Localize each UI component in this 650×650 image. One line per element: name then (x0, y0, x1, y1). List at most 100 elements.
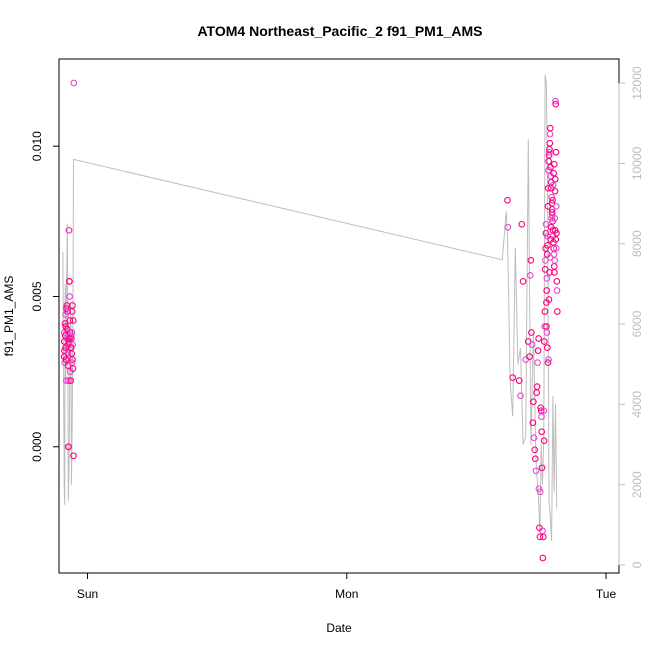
data-point (534, 347, 542, 354)
data-point (542, 257, 549, 264)
data-point (66, 317, 74, 324)
data-point (67, 344, 75, 351)
data-point (545, 296, 553, 303)
chart-title: ATOM4 Northeast_Pacific_2 f91_PM1_AMS (197, 23, 482, 39)
y-axis-label: f91_PM1_AMS (2, 276, 16, 357)
data-point (70, 452, 77, 460)
y-right-tick-label: 2000 (630, 471, 644, 498)
data-point (546, 269, 553, 276)
y-right-tick-label: 4000 (630, 391, 644, 418)
data-point (546, 124, 554, 132)
data-point (66, 293, 73, 300)
data-point (68, 359, 76, 366)
y-right-tick-label: 0 (630, 561, 644, 568)
data-point (533, 383, 541, 390)
data-point (517, 392, 524, 400)
y-axis-right: 0 2000 4000 6000 8000 10000 12000 (618, 66, 644, 568)
data-point (552, 236, 560, 243)
y-left-tick-label: 0.000 (30, 431, 44, 461)
data-point (549, 196, 556, 204)
data-point (531, 455, 539, 463)
data-point (528, 329, 535, 336)
data-point (552, 100, 560, 108)
data-point (539, 554, 547, 562)
data-point (529, 419, 537, 427)
data-point (534, 359, 541, 366)
x-axis: Sun Mon Tue (77, 572, 617, 601)
data-point (550, 169, 558, 177)
data-point (504, 196, 511, 204)
data-point (65, 377, 72, 384)
data-point (535, 485, 543, 493)
y-right-tick-label: 10000 (630, 146, 644, 180)
series-line-layer (62, 75, 558, 541)
data-point (536, 533, 544, 541)
data-point (544, 344, 551, 351)
y-right-tick-label: 8000 (630, 230, 644, 257)
data-point (530, 434, 538, 442)
data-point (65, 226, 73, 234)
data-point (526, 272, 534, 279)
y-right-tick-label: 12000 (630, 66, 644, 100)
data-point (538, 464, 546, 472)
data-point (551, 214, 559, 222)
data-point (61, 320, 69, 327)
data-point (539, 533, 547, 541)
data-point (545, 356, 552, 363)
data-point (518, 220, 526, 228)
data-point (551, 257, 559, 264)
data-point (62, 323, 70, 330)
data-point (553, 278, 561, 285)
data-point (551, 269, 558, 276)
data-point (549, 181, 557, 189)
data-point (63, 305, 70, 312)
data-point (550, 263, 558, 270)
data-point (545, 148, 553, 156)
data-point (540, 407, 548, 415)
data-point (553, 308, 561, 315)
data-point (528, 341, 536, 348)
plot-frame (58, 58, 620, 574)
x-tick-label: Tue (596, 587, 617, 601)
data-point (62, 377, 70, 384)
data-point (552, 148, 560, 156)
data-point (540, 437, 548, 445)
y-left-tick-label: 0.010 (30, 131, 44, 161)
y-axis-left: 0.000 0.005 0.010 (30, 131, 60, 462)
data-point (546, 139, 554, 147)
data-point (551, 226, 559, 234)
data-point (69, 356, 76, 363)
data-point (504, 223, 512, 231)
data-point (544, 184, 552, 192)
data-point (67, 377, 75, 384)
data-point (65, 443, 72, 451)
data-point (550, 251, 558, 258)
data-point (553, 229, 560, 237)
data-point (551, 187, 559, 195)
data-point (552, 245, 560, 252)
y-left-tick-label: 0.005 (30, 281, 44, 311)
data-point (531, 446, 539, 454)
data-point (543, 275, 551, 282)
data-point (543, 329, 551, 336)
data-point (542, 220, 550, 228)
series-line (62, 75, 558, 541)
data-point (536, 488, 544, 496)
data-point (541, 266, 549, 273)
data-point (543, 287, 551, 294)
data-point (509, 374, 517, 381)
data-point (535, 335, 542, 342)
x-axis-label: Date (326, 621, 352, 635)
data-point (70, 79, 78, 87)
data-point (551, 175, 559, 183)
data-point (548, 208, 556, 216)
data-point (66, 278, 73, 285)
data-point (540, 338, 548, 345)
data-point (527, 257, 535, 264)
data-point (553, 287, 561, 294)
x-tick-label: Mon (335, 587, 358, 601)
data-point (522, 356, 530, 363)
y-right-tick-label: 6000 (630, 310, 644, 337)
data-point (60, 353, 68, 360)
